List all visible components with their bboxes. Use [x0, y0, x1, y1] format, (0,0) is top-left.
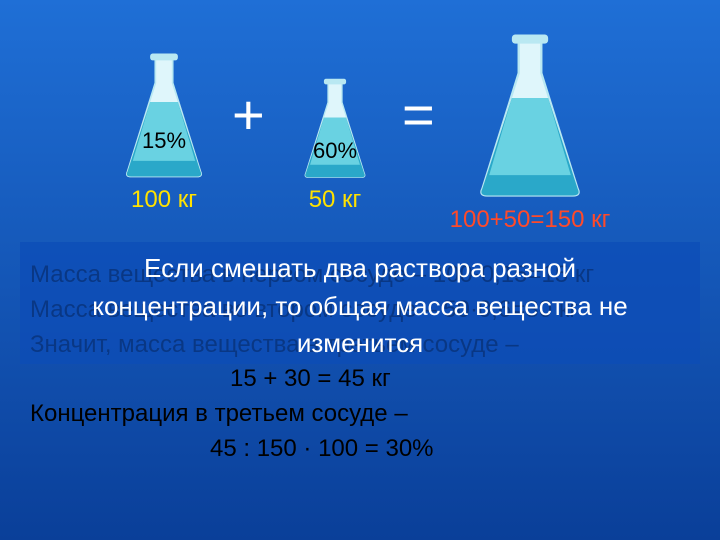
- overlay-line-3: изменится: [20, 325, 700, 363]
- solution-line-5: Концентрация в третьем сосуде –: [30, 397, 690, 432]
- flask-icon: [300, 76, 370, 180]
- solution-line-4: 15 + 30 = 45 кг: [30, 362, 690, 397]
- flask-1-percent: 15%: [120, 128, 208, 154]
- flask-3-mass: 100+50=150 кг: [430, 206, 630, 234]
- overlay-line-1: Если смешать два раствора разной: [20, 250, 700, 288]
- plus-operator: +: [232, 82, 265, 147]
- flask-1-mass: 100 кг: [64, 186, 264, 214]
- flask-3: 100+50=150 кг: [470, 30, 590, 200]
- flask-2: 60% 50 кг: [300, 76, 370, 180]
- flask-2-mass: 50 кг: [235, 186, 435, 214]
- solution-line-6: 45 : 150 · 100 = 30%: [30, 432, 690, 467]
- overlay-text: Если смешать два раствора разной концент…: [20, 250, 700, 363]
- flask-icon: [120, 50, 208, 180]
- overlay-line-2: концентрации, то общая масса вещества не: [20, 288, 700, 326]
- flask-1: 15% 100 кг: [120, 50, 208, 180]
- flask-icon: [470, 30, 590, 200]
- stage: 15% 100 кг + 60% 50 кг =: [0, 0, 720, 540]
- flask-2-percent: 60%: [300, 138, 370, 164]
- equals-operator: =: [402, 82, 435, 147]
